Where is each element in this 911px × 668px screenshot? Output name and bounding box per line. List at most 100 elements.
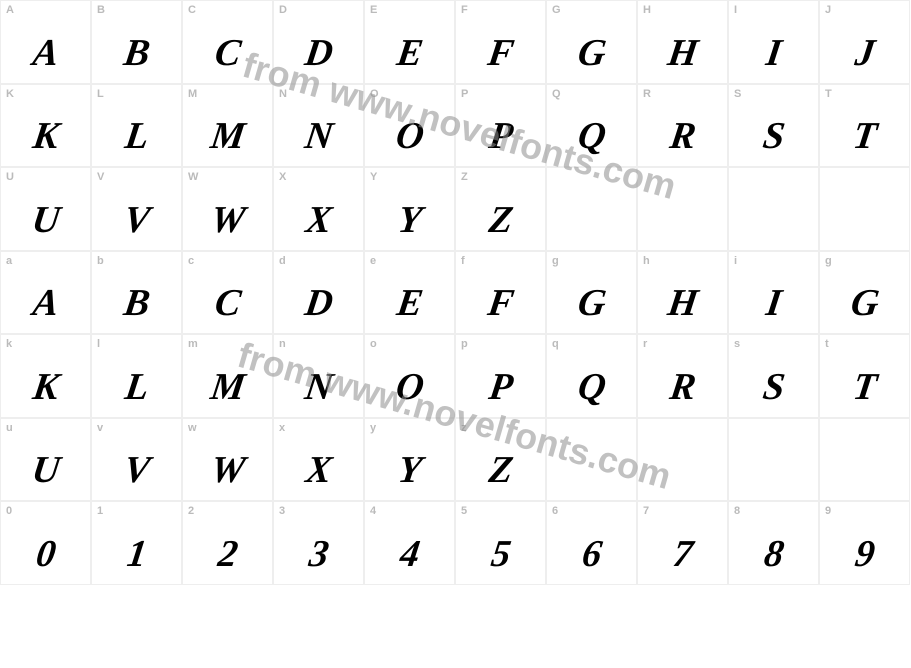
cell-label: g bbox=[552, 255, 559, 267]
cell-label: d bbox=[279, 255, 286, 267]
charmap-cell: yY bbox=[364, 418, 455, 502]
charmap-cell bbox=[546, 167, 637, 251]
cell-label: A bbox=[6, 4, 14, 16]
cell-glyph: S bbox=[726, 114, 821, 158]
cell-glyph: 9 bbox=[817, 532, 911, 576]
cell-label: B bbox=[97, 4, 105, 16]
charmap-cell: aA bbox=[0, 251, 91, 335]
charmap-cell: fF bbox=[455, 251, 546, 335]
charmap-cell: mM bbox=[182, 334, 273, 418]
cell-glyph: A bbox=[0, 281, 93, 325]
charmap-cell: II bbox=[728, 0, 819, 84]
cell-label: h bbox=[643, 255, 650, 267]
cell-glyph: 1 bbox=[89, 532, 184, 576]
cell-glyph: I bbox=[726, 31, 821, 75]
cell-label: V bbox=[97, 171, 104, 183]
charmap-cell: gG bbox=[546, 251, 637, 335]
charmap-cell: wW bbox=[182, 418, 273, 502]
cell-glyph: 4 bbox=[362, 532, 457, 576]
charmap-cell: KK bbox=[0, 84, 91, 168]
cell-glyph: K bbox=[0, 114, 93, 158]
cell-label: w bbox=[188, 422, 197, 434]
cell-glyph: R bbox=[635, 114, 730, 158]
cell-glyph: T bbox=[817, 365, 911, 409]
cell-glyph: H bbox=[635, 281, 730, 325]
cell-label: S bbox=[734, 88, 741, 100]
charmap-cell: UU bbox=[0, 167, 91, 251]
cell-label: m bbox=[188, 338, 198, 350]
charmap-cell: qQ bbox=[546, 334, 637, 418]
charmap-cell: tT bbox=[819, 334, 910, 418]
cell-label: N bbox=[279, 88, 287, 100]
charmap-cell: cC bbox=[182, 251, 273, 335]
cell-glyph: 7 bbox=[635, 532, 730, 576]
cell-glyph: U bbox=[0, 198, 93, 242]
charmap-cell: uU bbox=[0, 418, 91, 502]
charmap-cell: nN bbox=[273, 334, 364, 418]
charmap-cell: eE bbox=[364, 251, 455, 335]
cell-label: o bbox=[370, 338, 377, 350]
cell-label: Z bbox=[461, 171, 468, 183]
cell-glyph: Y bbox=[362, 198, 457, 242]
charmap-cell bbox=[637, 167, 728, 251]
cell-glyph: Q bbox=[544, 365, 639, 409]
charmap-cell: HH bbox=[637, 0, 728, 84]
charmap-cell: hH bbox=[637, 251, 728, 335]
charmap-cell: OO bbox=[364, 84, 455, 168]
charmap-cell: LL bbox=[91, 84, 182, 168]
cell-label: R bbox=[643, 88, 651, 100]
charmap-cell: pP bbox=[455, 334, 546, 418]
charmap-cell: GG bbox=[546, 0, 637, 84]
cell-glyph: 2 bbox=[180, 532, 275, 576]
cell-glyph: E bbox=[362, 31, 457, 75]
cell-label: G bbox=[552, 4, 561, 16]
cell-glyph: X bbox=[271, 198, 366, 242]
cell-label: J bbox=[825, 4, 831, 16]
cell-label: P bbox=[461, 88, 468, 100]
cell-label: Q bbox=[552, 88, 561, 100]
cell-label: 5 bbox=[461, 505, 467, 517]
charmap-cell: zZ bbox=[455, 418, 546, 502]
cell-label: u bbox=[6, 422, 13, 434]
charmap-cell: 55 bbox=[455, 501, 546, 585]
cell-glyph: F bbox=[453, 31, 548, 75]
cell-label: C bbox=[188, 4, 196, 16]
cell-glyph: Q bbox=[544, 114, 639, 158]
cell-glyph: J bbox=[817, 31, 911, 75]
cell-glyph: E bbox=[362, 281, 457, 325]
cell-glyph: V bbox=[89, 198, 184, 242]
charmap-cell: 33 bbox=[273, 501, 364, 585]
charmap-cell: 88 bbox=[728, 501, 819, 585]
cell-label: 3 bbox=[279, 505, 285, 517]
charmap-cell: XX bbox=[273, 167, 364, 251]
cell-label: e bbox=[370, 255, 376, 267]
cell-glyph: Z bbox=[453, 198, 548, 242]
cell-label: 8 bbox=[734, 505, 740, 517]
cell-glyph: R bbox=[635, 365, 730, 409]
cell-label: X bbox=[279, 171, 286, 183]
charmap-cell bbox=[637, 418, 728, 502]
cell-label: n bbox=[279, 338, 286, 350]
cell-glyph: O bbox=[362, 365, 457, 409]
cell-glyph: B bbox=[89, 31, 184, 75]
cell-label: U bbox=[6, 171, 14, 183]
cell-label: 0 bbox=[6, 505, 12, 517]
cell-glyph: T bbox=[817, 114, 911, 158]
charmap-cell: PP bbox=[455, 84, 546, 168]
cell-glyph: I bbox=[726, 281, 821, 325]
cell-glyph: 5 bbox=[453, 532, 548, 576]
cell-label: z bbox=[461, 422, 467, 434]
cell-label: M bbox=[188, 88, 197, 100]
charmap-cell bbox=[728, 167, 819, 251]
charmap-cell bbox=[728, 418, 819, 502]
cell-glyph: X bbox=[271, 448, 366, 492]
cell-label: a bbox=[6, 255, 12, 267]
charmap-cell: 11 bbox=[91, 501, 182, 585]
cell-glyph: G bbox=[544, 281, 639, 325]
cell-label: 6 bbox=[552, 505, 558, 517]
cell-label: t bbox=[825, 338, 829, 350]
charmap-cell: NN bbox=[273, 84, 364, 168]
cell-label: T bbox=[825, 88, 832, 100]
cell-glyph: M bbox=[180, 365, 275, 409]
cell-glyph: K bbox=[0, 365, 93, 409]
